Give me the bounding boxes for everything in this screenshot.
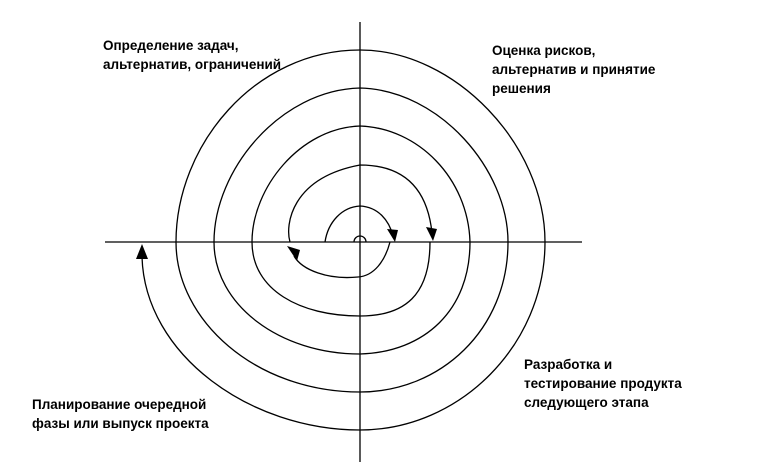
spiral-segment-3: [288, 164, 433, 243]
quadrant-label-bottom-left: Планирование очередной фазы или выпуск п…: [32, 395, 209, 433]
origin-arc: [353, 235, 367, 243]
spiral-segment-1: [324, 205, 394, 243]
label-line: Оценка рисков,: [492, 43, 596, 58]
spiral-segment-2: [293, 241, 391, 279]
label-line: Планирование очередной: [32, 397, 207, 412]
quadrant-label-bottom-right: Разработка и тестирование продукта следу…: [524, 355, 682, 412]
spiral-segment-5: [213, 87, 509, 355]
label-line: альтернатив и принятие: [492, 62, 656, 77]
label-line: Разработка и: [524, 357, 613, 372]
quadrant-label-top-right: Оценка рисков, альтернатив и принятие ре…: [492, 41, 655, 98]
label-line: решения: [492, 81, 551, 96]
arrowhead-middle-right: [426, 227, 437, 241]
arrowhead-inner-right: [387, 229, 398, 242]
label-line: тестирование продукта: [524, 376, 682, 391]
arrowhead-inner-left: [287, 246, 300, 261]
label-line: Определение задач,: [103, 38, 239, 53]
quadrant-label-top-left: Определение задач, альтернатив, ограниче…: [103, 36, 281, 74]
label-line: следующего этапа: [524, 395, 649, 410]
label-line: альтернатив, ограничений: [103, 57, 282, 72]
spiral-segment-6: [175, 49, 546, 393]
spiral-segment-7: [141, 241, 546, 431]
label-line: фазы или выпуск проекта: [32, 416, 209, 431]
spiral-segment-4: [251, 125, 471, 317]
arrowhead-outer-left: [136, 244, 148, 259]
